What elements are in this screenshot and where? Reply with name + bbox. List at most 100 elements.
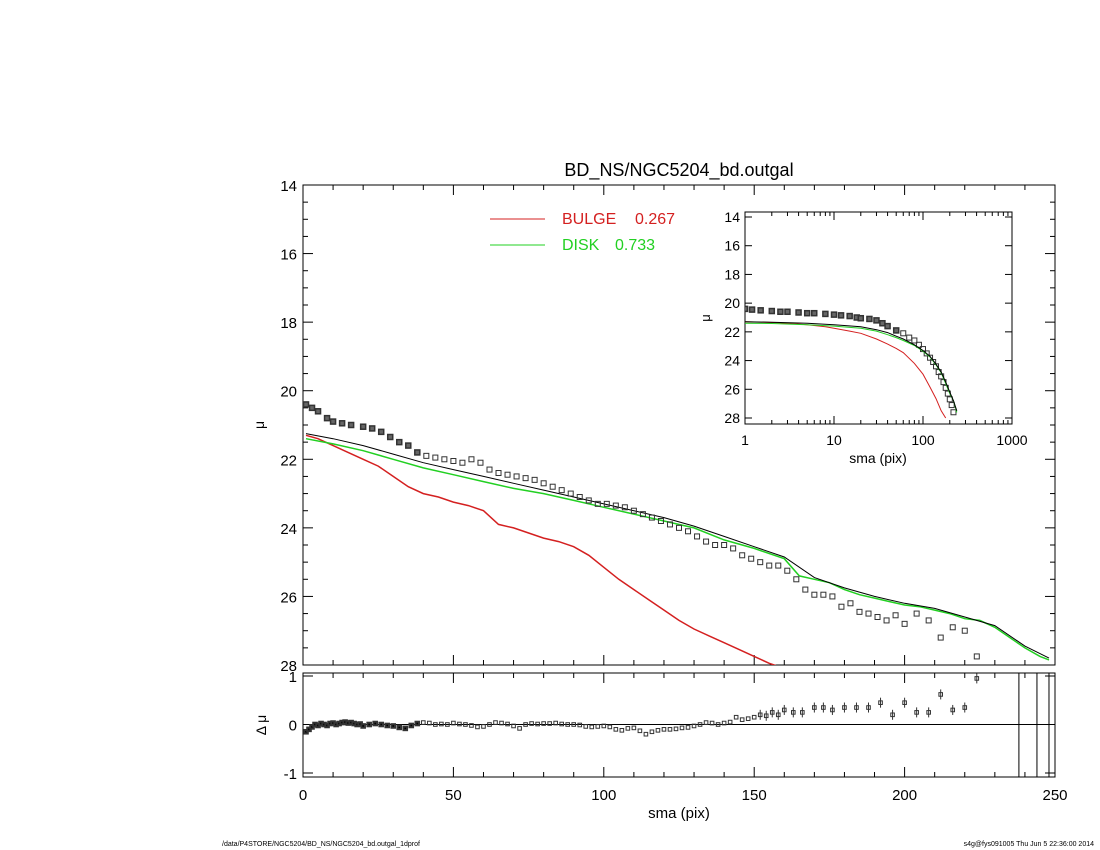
residual-data-point (583, 724, 589, 729)
main-data-point (386, 433, 394, 441)
main-data-point (603, 500, 610, 507)
residual-data-point (366, 721, 372, 728)
inset-data-point (846, 312, 853, 320)
main-data-point (961, 627, 968, 634)
residual-data-point (493, 720, 498, 725)
inset-y-tick-label: 16 (724, 238, 740, 254)
main-data-point (329, 418, 337, 425)
main-y-tick-label: 22 (280, 452, 297, 469)
main-data-point (657, 518, 664, 524)
residual-data-point (962, 705, 968, 710)
inset-y-tick-label: 24 (724, 353, 740, 369)
residual-data-point (372, 720, 378, 727)
residual-data-point (607, 724, 613, 730)
inset-data-point (745, 305, 749, 313)
main-data-point (648, 514, 655, 521)
main-data-point (639, 511, 646, 518)
residual-data-point (625, 726, 631, 731)
residual-data-point (769, 710, 775, 715)
inset-data-point (811, 309, 818, 317)
residual-x-tick-label: 150 (742, 787, 767, 804)
residual-data-point (739, 717, 745, 722)
main-data-point (513, 473, 520, 480)
main-data-point (594, 500, 601, 507)
residual-y-tick-label: -1 (284, 766, 297, 783)
inset-data-point (857, 314, 865, 322)
residual-data-point (727, 719, 733, 725)
main-data-point (621, 504, 628, 511)
main-data-point (405, 442, 412, 449)
main-data-point (811, 591, 818, 598)
footer-timestamp: s4g@fys091005 Thu Jun 5 22:36:00 2014 (963, 841, 1094, 848)
main-data-point (730, 545, 737, 552)
main-data-point (892, 612, 899, 619)
inset-series-group (745, 305, 958, 419)
residual-data-point (649, 729, 655, 735)
main-data-point (838, 603, 845, 610)
main-data-point (576, 494, 583, 500)
residual-data-point (553, 720, 558, 726)
inset-data-point (892, 327, 900, 334)
inset-x-tick-label: 1 (741, 432, 749, 448)
main-data-point (757, 559, 764, 566)
inset-ticks: 14 16 18 20 22 24 26 281 10 100 1000 (724, 209, 1027, 448)
main-data-point (913, 610, 920, 617)
main-data-point (585, 497, 592, 504)
main-data-point (359, 423, 367, 430)
residual-data-point (523, 722, 528, 727)
residual-data-point (511, 723, 516, 729)
residual-data-point (541, 721, 546, 726)
main-data-point (459, 459, 466, 466)
inset-x-tick-label: 10 (826, 432, 842, 448)
main-data-point (666, 521, 673, 528)
inset-data-point (927, 354, 934, 361)
main-data-point (829, 593, 836, 600)
inset-total-line (745, 321, 958, 411)
main-data-point (441, 456, 448, 463)
main-data-point (347, 421, 355, 429)
residual-data-point (559, 721, 564, 727)
main-y-tick-label: 28 (280, 658, 297, 675)
main-data-point (856, 608, 863, 615)
residual-data-point (791, 710, 796, 715)
residual-data-point (619, 728, 625, 733)
inset-data-point (884, 322, 891, 330)
residual-data-point (421, 720, 426, 725)
main-data-point (865, 610, 872, 617)
main-data-point (567, 490, 574, 497)
residual-y-axis-label: Δ μ (253, 715, 269, 736)
inset-data-point (950, 409, 957, 416)
inset-x-tick-label: 100 (911, 432, 935, 448)
main-data-point (739, 552, 746, 559)
residual-data-point (360, 723, 366, 729)
footer-file-path: /data/P4STORE/NGC5204/BD_NS/NGC5204_bd.o… (222, 841, 420, 848)
main-legend: BULGE 0.267 DISK 0.733 (490, 211, 675, 254)
inset-data-point (795, 309, 802, 316)
main-data-point (793, 576, 800, 583)
residual-data-point (703, 720, 709, 725)
main-data-point (703, 538, 710, 545)
inset-data-point (948, 402, 955, 409)
main-data-point (450, 458, 457, 464)
residual-x-tick-label: 200 (892, 787, 917, 804)
inset-data-point (748, 306, 756, 313)
main-y-tick-label: 24 (280, 521, 297, 538)
residual-data-point (812, 705, 817, 710)
residual-data-point (481, 724, 486, 729)
inset-data-point (803, 309, 811, 317)
main-data-point (820, 591, 827, 598)
main-data-point (802, 586, 809, 593)
main-data-point (612, 502, 619, 509)
residual-data-point (427, 720, 432, 726)
legend-disk-value: 0.733 (615, 237, 655, 254)
residual-data-point (926, 710, 931, 715)
residual-data-point (950, 707, 956, 713)
inset-data-point (837, 312, 845, 319)
residual-data-point (402, 725, 409, 732)
residual-data-point (697, 722, 703, 727)
main-x-ticks (302, 185, 1056, 665)
main-data-point (432, 454, 439, 461)
main-data-point (549, 483, 556, 490)
inset-data-point (923, 350, 930, 357)
